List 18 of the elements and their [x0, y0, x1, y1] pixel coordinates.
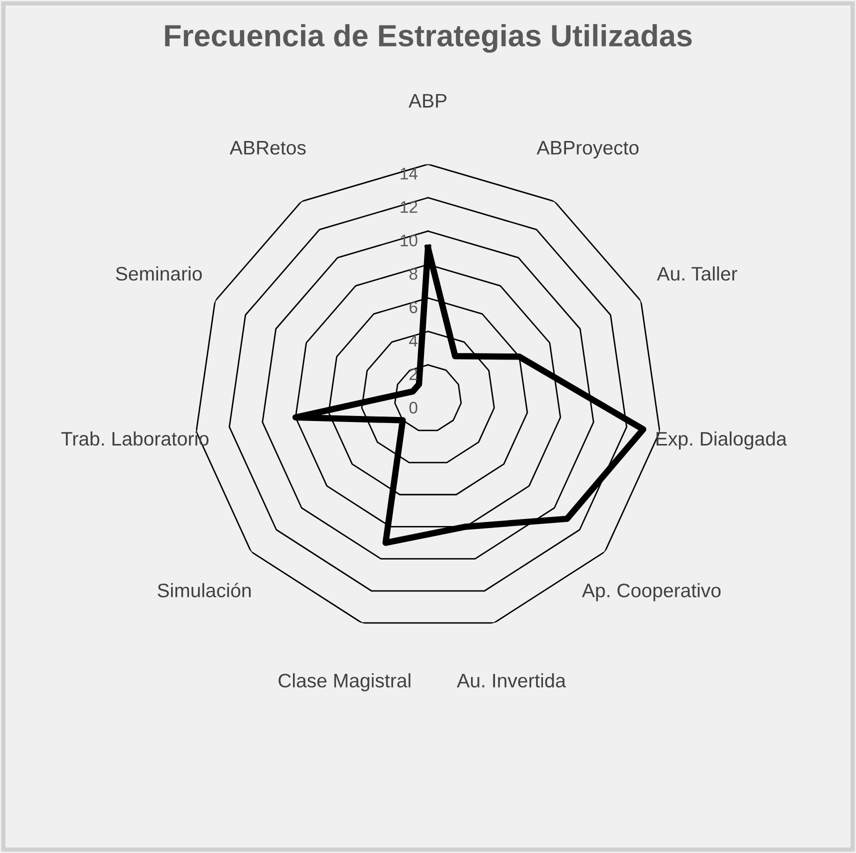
chart-title: Frecuencia de Estrategias Utilizadas	[165, 24, 692, 53]
spoke-label: ABRetos	[230, 141, 306, 155]
spoke-label: ABP	[408, 94, 446, 108]
spoke-label: Clase Magistral	[278, 673, 410, 692]
spoke-label: Ap. Cooperativo	[582, 583, 721, 602]
y-tick-label: 0	[409, 402, 418, 414]
y-tick-label: 14	[400, 168, 418, 180]
y-tick-label: 12	[400, 201, 418, 213]
spoke-label: Seminario	[116, 266, 202, 281]
spoke-label: ABProyecto	[536, 141, 639, 158]
spoke-label: Au. Taller	[656, 266, 738, 281]
spoke-label: Exp. Dialogada	[656, 431, 787, 450]
y-tick-label: 8	[409, 268, 418, 280]
spoke-label: Simulación	[158, 582, 251, 598]
y-tick-label: 4	[409, 335, 418, 347]
y-tick-label: 10	[400, 234, 418, 246]
y-tick-label: 6	[410, 301, 418, 314]
spoke-label: Au. Invertida	[456, 673, 566, 688]
